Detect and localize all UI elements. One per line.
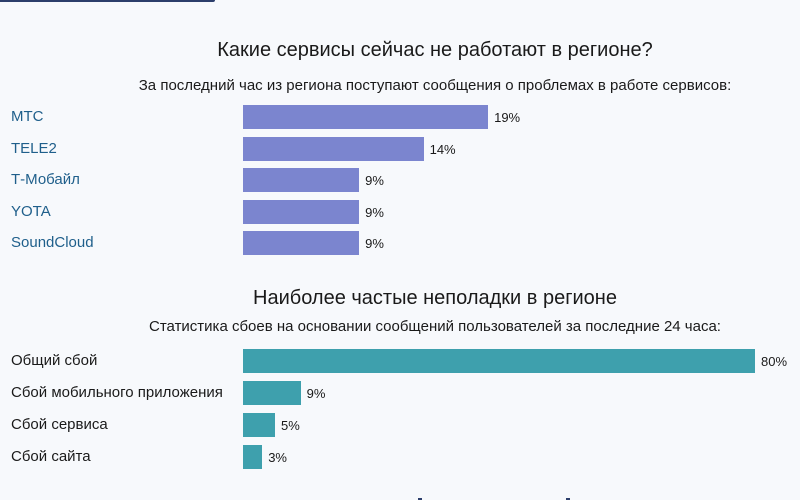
bar	[243, 413, 275, 437]
chart-title-services: Какие сервисы сейчас не работают в регио…	[217, 39, 653, 61]
category-label: Сбой сервиса	[11, 416, 108, 433]
bar	[243, 199, 360, 224]
service-link[interactable]: YOTA	[11, 202, 51, 220]
bar	[243, 136, 424, 161]
service-link[interactable]: TELE2	[11, 139, 57, 157]
chart-title-issues: Наиболее частые неполадки в регионе	[253, 287, 617, 309]
value-label: 14%	[429, 141, 456, 157]
bar	[243, 381, 301, 405]
bar	[243, 349, 755, 373]
decorative-mark	[566, 498, 570, 500]
chart-subtitle-issues: Статистика сбоев на основании сообщений …	[149, 318, 721, 335]
value-label: 19%	[494, 110, 521, 125]
bar	[243, 445, 263, 469]
value-label: 80%	[761, 354, 788, 369]
bar-row: МТС 19%	[0, 105, 800, 131]
chart-subtitle-services: За последний час из региона поступают со…	[138, 77, 732, 94]
value-label: 9%	[306, 386, 326, 401]
value-label: 5%	[281, 418, 300, 433]
value-label: 3%	[268, 450, 287, 465]
bar-row: YOTA 9%	[0, 199, 800, 226]
category-label: Сбой сайта	[11, 448, 91, 465]
service-link[interactable]: МТС	[11, 108, 44, 125]
category-label: Сбой мобильного приложения	[11, 384, 223, 401]
category-label: Общий сбой	[11, 352, 98, 369]
bar-row: Сбой сервиса 5%	[0, 413, 800, 439]
bar-row: TELE2 14%	[0, 136, 800, 163]
service-link[interactable]: Т-Мобайл	[11, 171, 80, 188]
bar-row: SoundCloud 9%	[0, 231, 800, 257]
bar	[243, 231, 360, 255]
bar-row: Сбой сайта 3%	[0, 445, 800, 471]
bar	[243, 168, 360, 192]
bar-row: Т-Мобайл 9%	[0, 168, 800, 194]
bar-row: Сбой мобильного приложения 9%	[0, 381, 800, 407]
decorative-mark	[418, 498, 422, 500]
service-link[interactable]: SoundCloud	[11, 234, 94, 251]
bar	[243, 105, 489, 129]
bar-row: Общий сбой 80%	[0, 349, 800, 375]
value-label: 9%	[365, 236, 384, 251]
value-label: 9%	[365, 204, 384, 220]
top-divider	[0, 0, 215, 2]
value-label: 9%	[365, 173, 384, 188]
